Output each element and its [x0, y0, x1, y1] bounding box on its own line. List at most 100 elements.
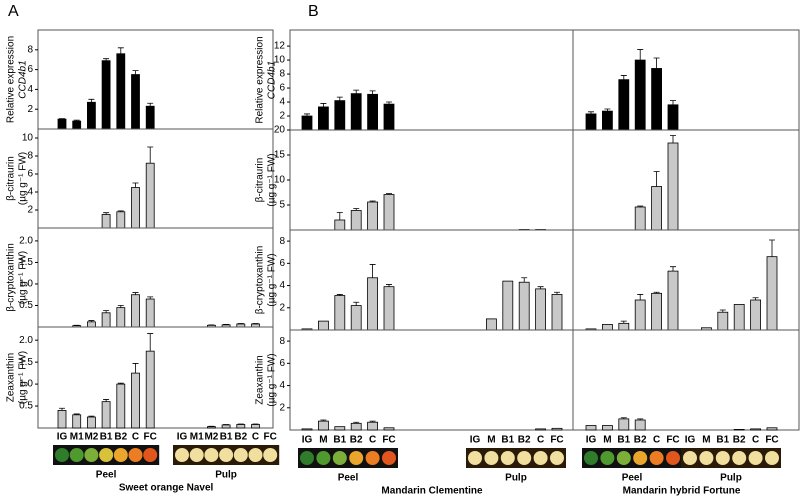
plot-frame	[289, 229, 574, 331]
x-tick-label: FC	[666, 435, 679, 446]
error-bar	[386, 193, 392, 195]
error-bar	[103, 399, 110, 402]
bar	[350, 93, 362, 131]
bar	[634, 206, 646, 231]
error-bar	[132, 292, 139, 295]
y-tick-label: 0.5	[19, 401, 33, 412]
fruit	[219, 448, 234, 462]
error-bar	[353, 421, 360, 424]
plot-frame	[572, 329, 800, 431]
x-tick-label: B1	[333, 435, 346, 446]
error-bar	[604, 108, 611, 112]
x-tick-label: M1	[190, 432, 204, 443]
error-bar	[320, 103, 327, 107]
error-bar	[304, 113, 310, 117]
bar	[634, 299, 646, 331]
bar	[535, 428, 546, 431]
fruit	[616, 451, 631, 465]
y-axis-label: β-citraurin	[6, 156, 17, 201]
y-tick-label: 8	[279, 236, 285, 247]
error-bar	[653, 291, 660, 294]
y-tick-label: 6	[279, 358, 285, 369]
bar	[116, 383, 126, 429]
fruit	[765, 451, 779, 465]
fruit	[484, 451, 499, 465]
y-tick-label: 20	[274, 125, 286, 136]
bar	[57, 410, 67, 429]
y-tick-label: 6	[27, 64, 33, 75]
bar	[651, 292, 662, 331]
error-bar	[769, 239, 775, 257]
fruit	[233, 448, 248, 462]
x-tick-label: IG	[685, 435, 696, 446]
bar	[518, 281, 530, 331]
fruit	[468, 451, 482, 465]
column-title: Mandarin Clementine	[381, 486, 483, 496]
bar	[101, 312, 111, 328]
error-bar	[88, 415, 95, 418]
error-bar	[637, 418, 644, 420]
bar	[72, 120, 82, 130]
bar	[301, 115, 313, 131]
error-bar	[117, 382, 124, 385]
y-tick-label: 2.0	[19, 236, 33, 247]
y-axis-label: (µg g⁻¹ FW)	[18, 351, 29, 404]
y-tick-label: 6	[279, 83, 285, 94]
bar	[367, 93, 379, 131]
bar	[766, 256, 778, 331]
error-bar	[117, 210, 124, 212]
bar	[334, 426, 346, 431]
group-label: Peel	[338, 473, 359, 484]
y-axis-label: (µg g⁻¹ FW)	[267, 153, 278, 206]
error-bar	[369, 420, 376, 423]
y-axis-label: β-citraurin	[255, 158, 266, 203]
bar	[251, 424, 260, 429]
y-tick-label: 5	[279, 200, 285, 211]
y-tick-label: 8	[27, 44, 33, 55]
error-bar	[386, 101, 392, 105]
y-tick-label: 8	[279, 69, 285, 80]
fruit	[382, 451, 396, 465]
error-bar	[147, 296, 154, 300]
fruit	[99, 448, 114, 462]
y-axis-label: Relative expression	[6, 36, 17, 123]
fruit	[633, 451, 648, 465]
bar	[367, 277, 379, 331]
bar	[334, 100, 346, 131]
fruit	[55, 448, 69, 462]
error-bar	[353, 208, 360, 211]
error-bar	[117, 47, 124, 54]
error-bar	[73, 413, 80, 415]
bar	[317, 420, 329, 431]
x-tick-label: C	[537, 435, 544, 446]
error-bar	[637, 294, 644, 300]
panel-label: B	[308, 3, 319, 20]
column-title: Sweet orange Navel	[119, 483, 214, 494]
y-tick-label: 2	[279, 402, 285, 413]
bar	[634, 59, 646, 131]
x-tick-label: C	[752, 435, 759, 446]
bar	[585, 425, 597, 431]
fruit	[533, 451, 548, 465]
bar	[116, 211, 126, 229]
plot-frame	[37, 227, 274, 328]
bar	[350, 305, 362, 331]
fruit	[128, 448, 143, 462]
error-bar	[620, 75, 627, 80]
x-tick-label: B2	[518, 435, 531, 446]
fruit	[300, 451, 314, 465]
bar	[317, 320, 329, 331]
bar	[383, 427, 395, 431]
bar	[585, 113, 597, 131]
error-bar	[752, 297, 759, 300]
error-bar	[670, 100, 676, 105]
fruit	[732, 451, 747, 465]
error-bar	[59, 407, 65, 411]
error-bar	[369, 264, 376, 278]
y-tick-label: 12	[274, 41, 286, 52]
bar	[602, 425, 613, 431]
fruit	[263, 448, 278, 462]
bar	[602, 324, 613, 331]
bar	[145, 105, 155, 130]
